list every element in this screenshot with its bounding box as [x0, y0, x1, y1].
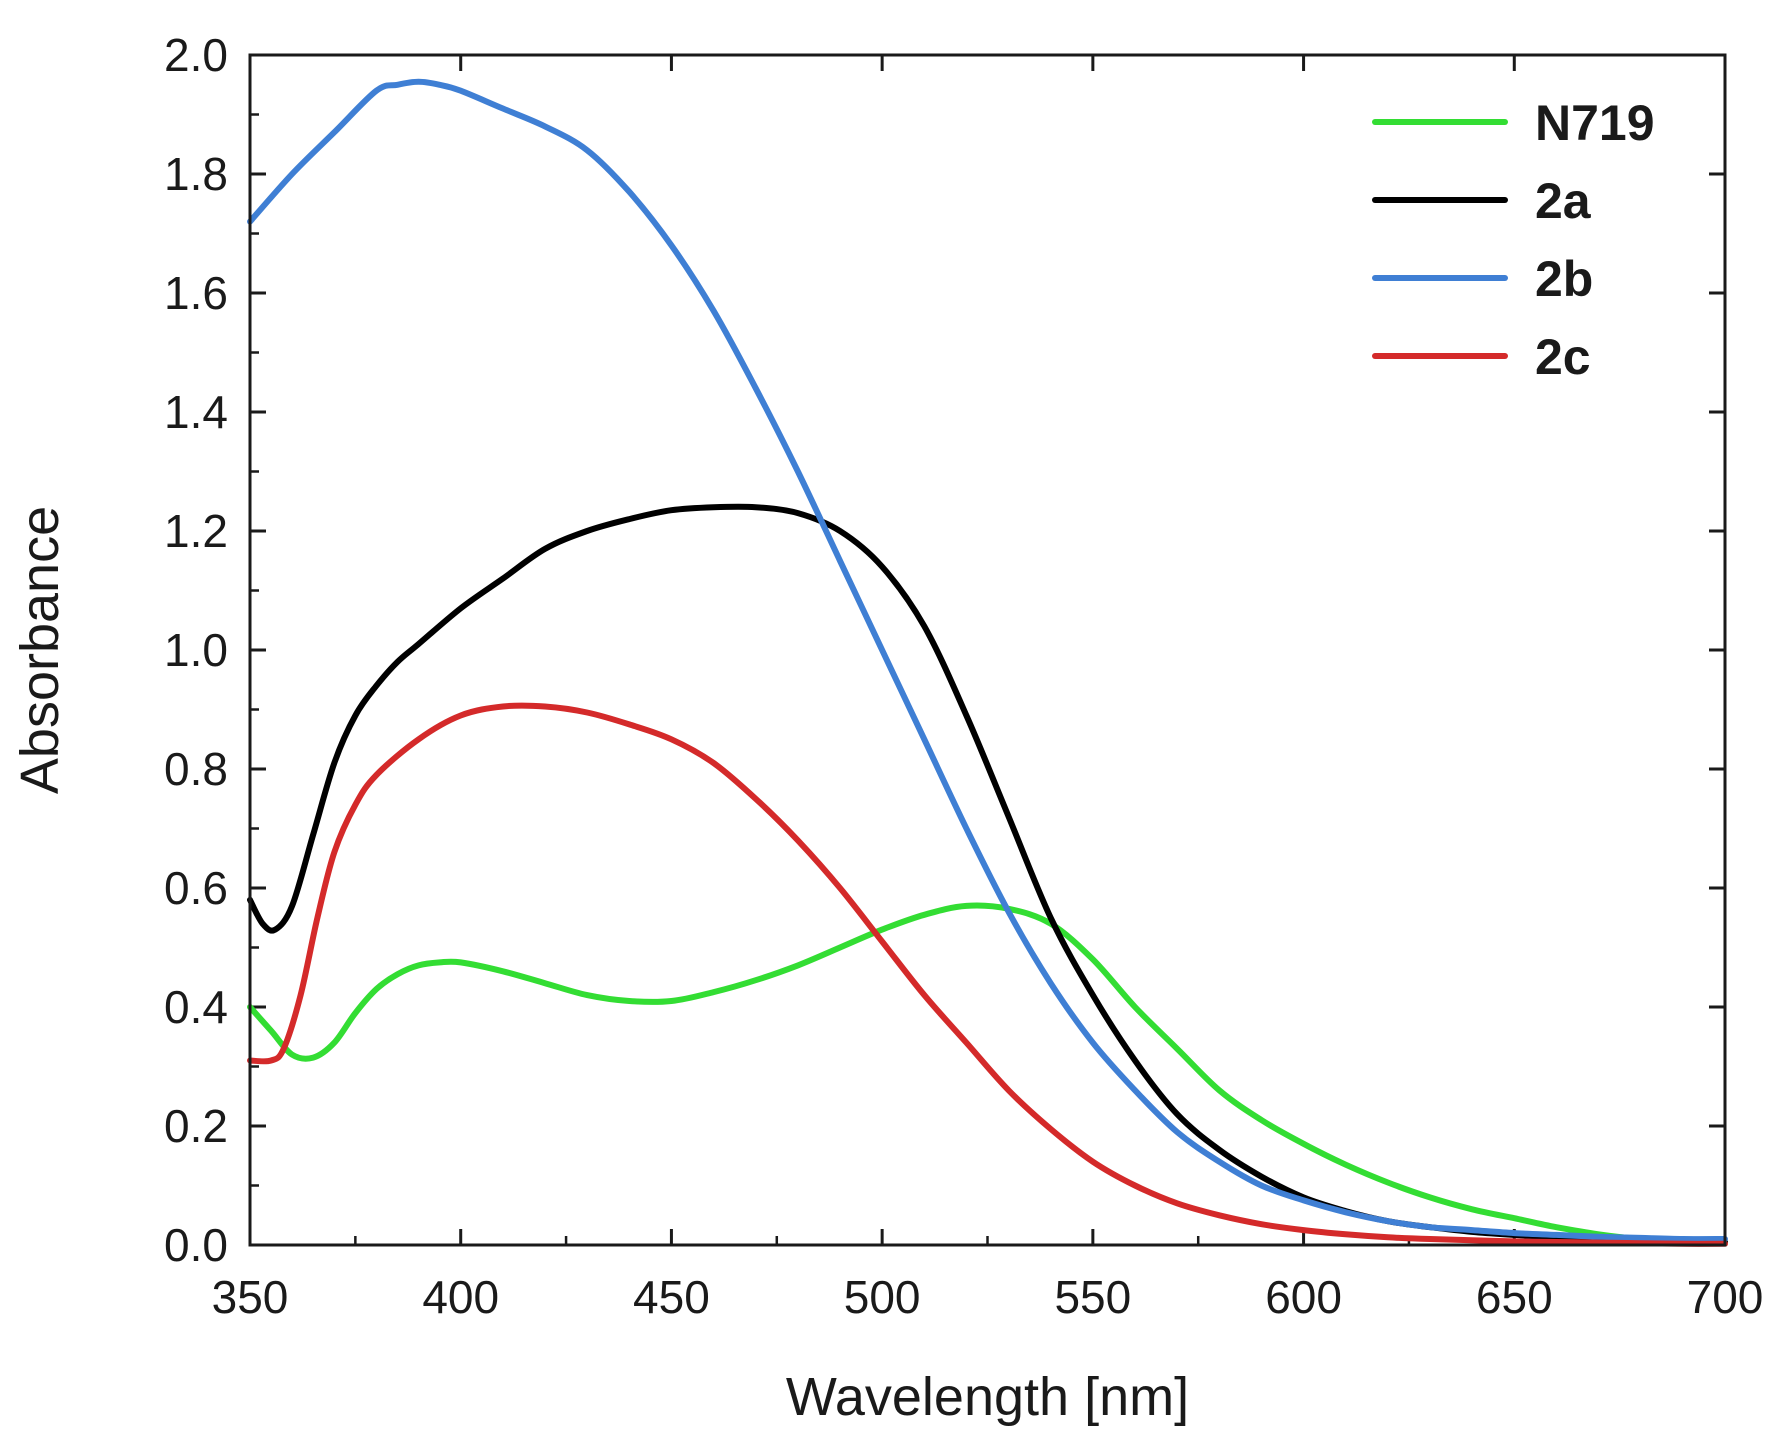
plot-area	[250, 55, 1725, 1245]
y-tick-label: 2.0	[164, 29, 228, 81]
y-tick-label: 0.4	[164, 981, 228, 1033]
y-tick-label: 0.8	[164, 743, 228, 795]
legend: N719 2a 2b 2c	[1372, 95, 1655, 385]
y-tick-label: 1.8	[164, 148, 228, 200]
x-tick-label: 450	[633, 1271, 710, 1323]
x-tick-label: 550	[1054, 1271, 1131, 1323]
series-lines	[247, 78, 1728, 1247]
y-tick-label: 0.6	[164, 862, 228, 914]
series-line-2b	[247, 78, 1728, 1243]
x-tick-label: 700	[1687, 1271, 1764, 1323]
y-tick-label: 0.2	[164, 1100, 228, 1152]
legend-label-2b: 2b	[1535, 251, 1593, 307]
y-tick-label: 1.0	[164, 624, 228, 676]
legend-label-2c: 2c	[1535, 329, 1591, 385]
x-tick-label: 600	[1265, 1271, 1342, 1323]
y-tick-label: 1.2	[164, 505, 228, 557]
y-axis-title: Absorbance	[10, 506, 70, 794]
x-axis-title: Wavelength [nm]	[786, 1367, 1189, 1427]
legend-label-n719: N719	[1535, 95, 1655, 151]
plot-background	[250, 55, 1725, 1245]
x-tick-label: 350	[212, 1271, 289, 1323]
plot-frame	[248, 53, 1727, 1247]
axis-labels: 350 400 450 500 550 600 650 700 0.0 0.2 0.4 0.6 0.8 1…	[10, 29, 1763, 1427]
series-line-n719	[247, 902, 1728, 1245]
legend-label-2a: 2a	[1535, 173, 1592, 229]
series-line-2c	[247, 702, 1728, 1247]
x-tick-label: 650	[1476, 1271, 1553, 1323]
y-tick-label: 0.0	[164, 1219, 228, 1271]
plot-border	[248, 53, 1727, 1247]
y-tick-label: 1.4	[164, 386, 228, 438]
x-tick-label: 400	[422, 1271, 499, 1323]
y-tick-label: 1.6	[164, 267, 228, 319]
x-tick-label: 500	[844, 1271, 921, 1323]
